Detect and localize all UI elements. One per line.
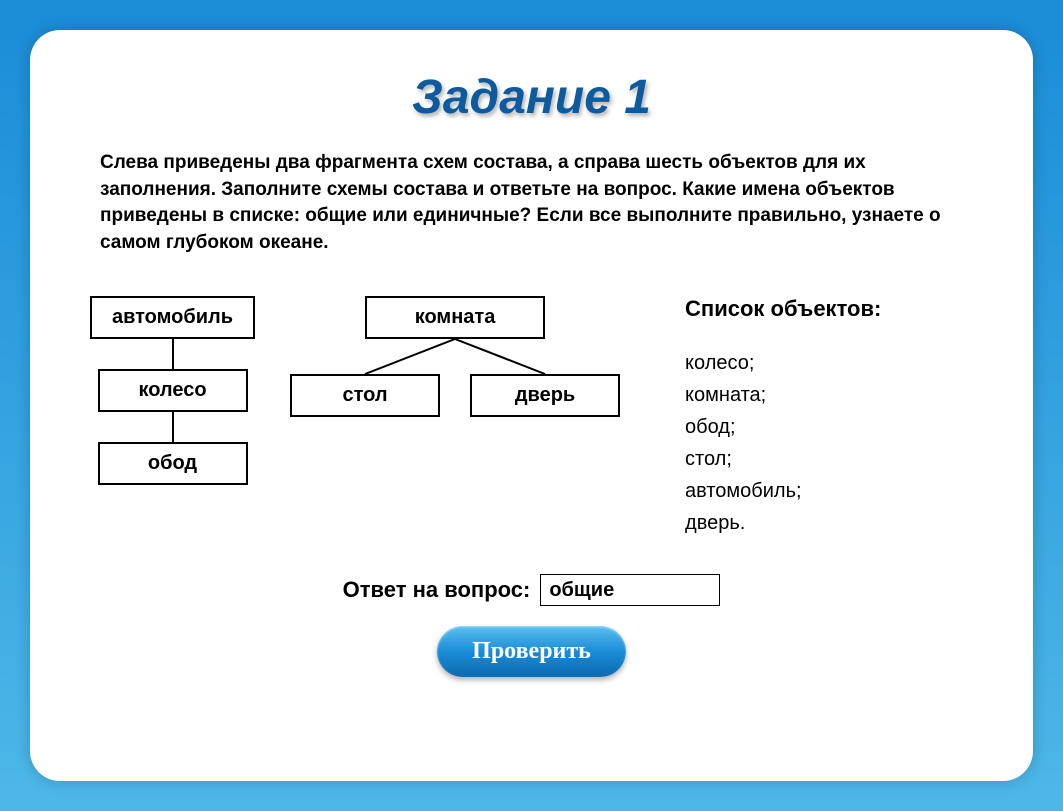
diagram-node[interactable]: колесо: [98, 369, 248, 412]
tree-children: стол дверь: [290, 374, 620, 417]
list-item: комната;: [685, 379, 973, 411]
list-item: колесо;: [685, 347, 973, 379]
object-list-section: Список объектов: колесо; комната; обод; …: [685, 296, 973, 539]
diagrams-container: автомобиль колесо обод комната стол двер…: [90, 296, 625, 539]
connector-svg: [285, 339, 625, 374]
diagram-node[interactable]: автомобиль: [90, 296, 255, 339]
diagram-node[interactable]: комната: [365, 296, 545, 339]
diagram-node[interactable]: дверь: [470, 374, 620, 417]
diagram-2: комната стол дверь: [285, 296, 625, 539]
list-item: стол;: [685, 443, 973, 475]
check-button[interactable]: Проверить: [437, 626, 626, 677]
diagram-node[interactable]: обод: [98, 442, 248, 485]
answer-label: Ответ на вопрос:: [343, 577, 531, 603]
diagram-1: автомобиль колесо обод: [90, 296, 255, 539]
task-title: Задание 1: [80, 70, 983, 125]
connector-line: [172, 339, 174, 369]
task-card: Задание 1 Слева приведены два фрагмента …: [30, 30, 1033, 781]
tree-connector: [285, 339, 625, 374]
connector-line: [172, 412, 174, 442]
list-item: автомобиль;: [685, 475, 973, 507]
list-item: дверь.: [685, 507, 973, 539]
list-title: Список объектов:: [685, 296, 973, 322]
list-items: колесо; комната; обод; стол; автомобиль;…: [685, 347, 973, 539]
answer-section: Ответ на вопрос:: [80, 574, 983, 606]
diagram-node[interactable]: стол: [290, 374, 440, 417]
content-area: автомобиль колесо обод комната стол двер…: [80, 296, 983, 539]
list-item: обод;: [685, 411, 973, 443]
task-description: Слева приведены два фрагмента схем соста…: [80, 150, 983, 256]
answer-input[interactable]: [540, 574, 720, 606]
